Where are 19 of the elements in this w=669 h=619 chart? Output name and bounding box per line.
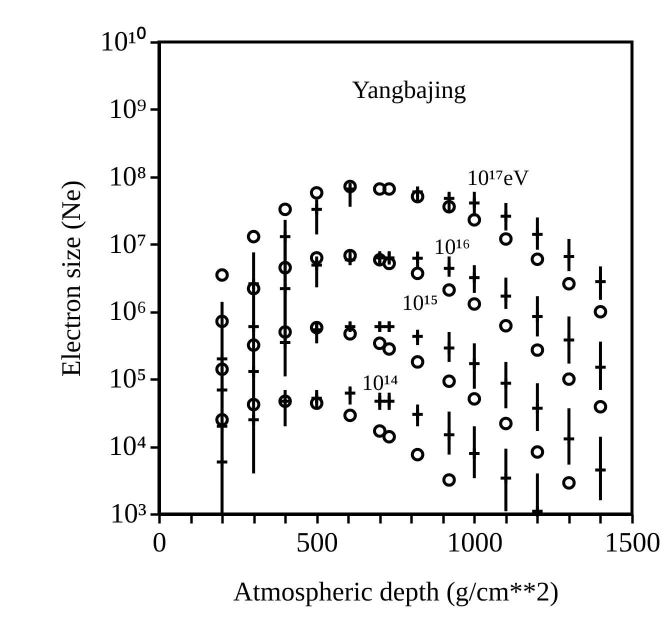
x-tick-label: 0	[152, 528, 166, 558]
annotation: 10¹⁴	[362, 370, 398, 395]
annotation: 10¹⁵	[402, 290, 438, 315]
x-axis-title: Atmospheric depth (g/cm**2)	[233, 576, 559, 606]
x-tick-label: 1500	[604, 528, 660, 558]
y-tick-label: 10⁵	[108, 364, 146, 395]
annotation: 10¹⁶	[434, 234, 470, 259]
y-tick-label: 10¹⁰	[100, 26, 146, 58]
y-tick-label: 10³	[110, 498, 146, 530]
y-tick-label: 10⁷	[108, 228, 146, 260]
annotation: 10¹⁷eV	[467, 165, 530, 190]
y-tick-label: 10⁸	[108, 161, 146, 192]
y-tick-label: 10⁶	[108, 296, 146, 328]
y-axis-title: Electron size (Ne)	[56, 180, 86, 377]
x-tick-label: 500	[296, 528, 338, 558]
y-tick-label: 10⁹	[108, 94, 146, 125]
x-tick-label: 1000	[446, 528, 503, 558]
annotation: Yangbajing	[352, 77, 467, 104]
y-tick-label: 10⁴	[108, 431, 146, 462]
